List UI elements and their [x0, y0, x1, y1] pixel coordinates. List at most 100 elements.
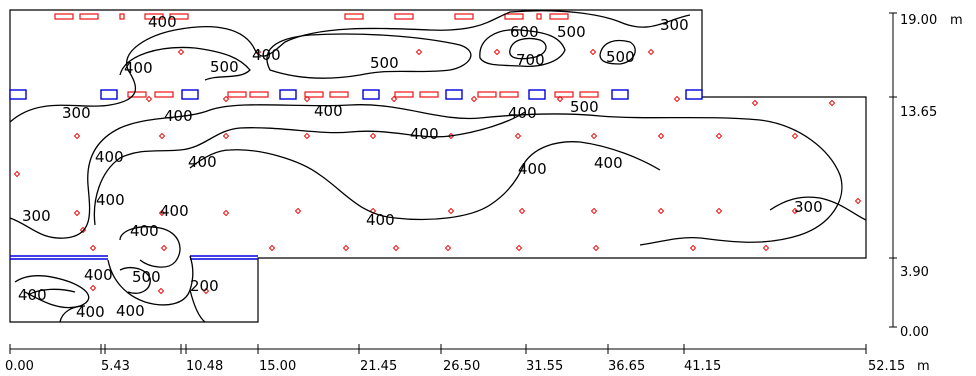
- measurement-points: [13, 48, 862, 295]
- x-tick-label: 5.43: [101, 359, 130, 374]
- measurement-point: [160, 244, 168, 252]
- measurement-point: [202, 287, 210, 295]
- measurement-point: [158, 209, 166, 217]
- measurement-point: [390, 95, 398, 103]
- measurement-point: [657, 207, 665, 215]
- contour-label: 300: [22, 207, 51, 225]
- contour-label: 400: [160, 202, 189, 220]
- contour-label: 400: [314, 102, 343, 120]
- measurement-point: [392, 244, 400, 252]
- contour-label: 400: [508, 104, 537, 122]
- measurement-point: [791, 132, 799, 140]
- contour-label: 500: [132, 268, 161, 286]
- measurement-point: [514, 132, 522, 140]
- contour-line: [27, 288, 76, 296]
- contour-line: [189, 289, 206, 323]
- measurement-point: [657, 132, 665, 140]
- contour-label: 400: [116, 302, 145, 320]
- contour-line: [119, 46, 251, 81]
- measurement-point: [447, 207, 455, 215]
- contour-label: 200: [190, 277, 219, 295]
- measurement-point: [751, 99, 759, 107]
- contour-line: [266, 33, 472, 79]
- contour-label: 600: [510, 23, 539, 41]
- measurement-point: [673, 95, 681, 103]
- x-tick-label: 0.00: [5, 359, 34, 374]
- measurement-point: [222, 95, 230, 103]
- measurement-point: [157, 287, 165, 295]
- measurement-point: [647, 48, 655, 56]
- measurement-point: [444, 244, 452, 252]
- measurement-point: [89, 284, 97, 292]
- measurement-point: [145, 95, 153, 103]
- measurement-point: [791, 207, 799, 215]
- x-tick-label: 10.48: [186, 359, 223, 374]
- contour-label: 400: [594, 154, 623, 172]
- contour-label: 300: [62, 104, 91, 122]
- x-tick-label: 31.55: [526, 359, 563, 374]
- measurement-point: [493, 48, 501, 56]
- contour-label: 400: [124, 59, 153, 77]
- contour-line: [119, 226, 181, 268]
- measurement-point: [268, 244, 276, 252]
- contour-label: 400: [95, 148, 124, 166]
- y-tick-label: 19.00: [900, 13, 937, 28]
- measurement-point: [369, 207, 377, 215]
- measurement-point: [415, 48, 423, 56]
- contour-label: 300: [660, 16, 689, 34]
- contour-label: 400: [130, 222, 159, 240]
- contour-label: 400: [252, 46, 281, 64]
- measurement-point: [73, 209, 81, 217]
- measurement-point: [590, 132, 598, 140]
- y-tick-label: 0.00: [900, 325, 929, 340]
- contour-label: 400: [18, 286, 47, 304]
- measurement-point: [369, 132, 377, 140]
- measurement-point: [589, 48, 597, 56]
- contour-label: 500: [557, 23, 586, 41]
- contour-label: 400: [76, 303, 105, 321]
- measurement-point: [715, 207, 723, 215]
- x-axis-unit: m: [917, 359, 930, 374]
- window-row-lower: [10, 255, 258, 260]
- x-tick-label: 41.15: [684, 359, 721, 374]
- contour-line: [14, 274, 90, 309]
- measurement-point: [222, 209, 230, 217]
- contour-line: [9, 10, 691, 123]
- y-tick-label: 3.90: [900, 265, 929, 280]
- contour-line: [189, 141, 661, 221]
- contour-label: 500: [370, 54, 399, 72]
- contour-label: 500: [210, 58, 239, 76]
- contour-line: [479, 29, 566, 68]
- contour-label: 400: [366, 211, 395, 229]
- measurement-point: [556, 95, 564, 103]
- contour-label: 400: [148, 13, 177, 31]
- isolux-contours: [9, 10, 867, 323]
- measurement-point: [828, 99, 836, 107]
- contour-label: 500: [570, 98, 599, 116]
- contour-label: 300: [794, 198, 823, 216]
- measurement-point: [518, 207, 526, 215]
- contour-label: 400: [188, 153, 217, 171]
- contour-line: [9, 104, 843, 246]
- measurement-point: [689, 244, 697, 252]
- measurement-point: [177, 48, 185, 56]
- measurement-point: [222, 132, 230, 140]
- luminaire-row-middle: [127, 91, 599, 98]
- measurement-point: [158, 132, 166, 140]
- contour-label: 400: [96, 191, 125, 209]
- measurement-point: [13, 170, 21, 178]
- y-axis-unit: m: [950, 13, 963, 28]
- measurement-point: [715, 132, 723, 140]
- measurement-point: [515, 244, 523, 252]
- contour-line: [769, 196, 867, 221]
- measurement-point: [73, 132, 81, 140]
- contour-label: 400: [518, 160, 547, 178]
- measurement-point: [592, 244, 600, 252]
- contour-line: [59, 305, 86, 323]
- contour-line: [599, 39, 636, 65]
- measurement-point: [303, 95, 311, 103]
- y-axis: 19.00 13.65 3.90 0.00 m: [889, 12, 963, 340]
- contour-label: 400: [410, 125, 439, 143]
- contour-line: [107, 255, 194, 306]
